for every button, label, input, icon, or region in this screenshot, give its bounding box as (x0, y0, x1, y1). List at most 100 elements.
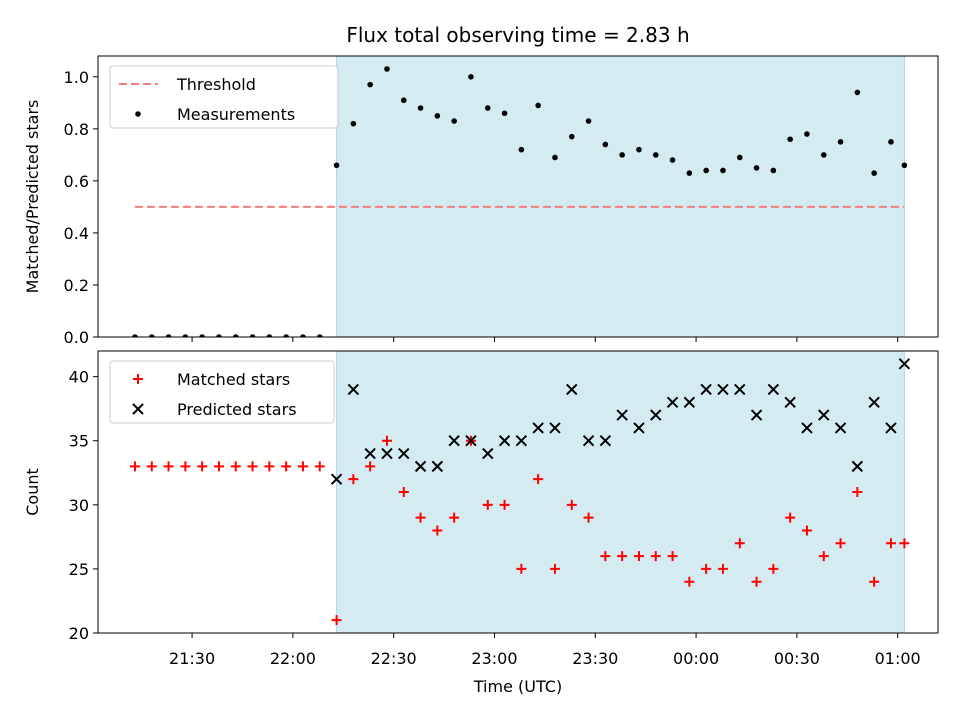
matched-stars-point (331, 615, 342, 626)
x-tick-label: 23:30 (572, 649, 618, 668)
panel-frame (97, 350, 939, 634)
legend-label-measurements: Measurements (177, 105, 295, 124)
panel-data (132, 66, 908, 337)
legend-marker-matched-stars (133, 374, 143, 384)
panel-data (129, 358, 911, 626)
panel-frame (97, 55, 939, 338)
measurements-point (148, 334, 155, 337)
predicted-stars-point (599, 435, 612, 447)
measurements-point (787, 136, 793, 143)
matched-stars-point (617, 551, 628, 562)
matched-stars-point (146, 461, 157, 472)
observing-interval-shade (336, 56, 905, 337)
matched-stars-point (516, 563, 527, 574)
measurements-point (585, 118, 592, 124)
measurements-point (249, 334, 256, 337)
x-axis-title: Time (UTC) (473, 677, 562, 696)
predicted-stars-point (482, 447, 494, 460)
predicted-stars-point (650, 409, 662, 421)
measurements-point (837, 139, 844, 145)
x-tick-label: 00:30 (774, 649, 820, 668)
measurements-point (568, 133, 575, 140)
legend-marker-predicted-stars (132, 403, 144, 415)
measurements-point (535, 102, 541, 109)
matched-stars-point (885, 538, 896, 549)
matched-stars-point (818, 551, 829, 562)
measurements-point (552, 154, 558, 161)
predicted-stars-point (851, 460, 864, 473)
matched-stars-point (163, 461, 174, 472)
matched-stars-point (415, 512, 426, 523)
predicted-stars-point (885, 422, 897, 434)
measurements-point (400, 97, 407, 104)
matched-stars-point (717, 563, 728, 574)
legend-label-matched-stars: Matched stars (177, 370, 290, 389)
matched-stars-point (365, 461, 376, 472)
predicted-stars-point (532, 422, 544, 434)
matched-stars-point (785, 512, 796, 523)
matched-stars-point (348, 474, 359, 485)
measurements-point (871, 170, 877, 176)
predicted-stars-point (801, 422, 813, 434)
measurements-point (854, 89, 861, 96)
predicted-stars-point (898, 358, 911, 370)
measurements-point (820, 152, 827, 158)
measurements-point (736, 154, 743, 161)
predicted-stars-point (666, 396, 679, 408)
matched-stars-point (768, 563, 779, 574)
measurements-point (484, 105, 491, 111)
matched-stars-point (432, 525, 443, 536)
matched-stars-point (684, 576, 695, 587)
matched-stars-point (264, 461, 275, 472)
predicted-stars-point (717, 383, 729, 396)
chart-title: Flux total observing time = 2.83 h (346, 23, 689, 47)
y-tick-label: 25 (69, 560, 89, 579)
matched-stars-point (566, 499, 577, 510)
y-tick-label: 30 (69, 496, 89, 515)
matched-stars-point (297, 461, 308, 472)
measurements-point (316, 334, 323, 337)
measurements-point (182, 334, 189, 337)
measurements-point (451, 118, 457, 124)
y-tick-label: 40 (69, 368, 89, 387)
measurements-point (901, 162, 908, 169)
matched-stars-point (197, 461, 208, 472)
matched-stars-point (852, 487, 863, 497)
predicted-stars-point (767, 383, 780, 396)
measurements-point (619, 152, 625, 158)
y-tick-label: 0.8 (64, 120, 89, 139)
measurements-point (165, 334, 172, 337)
measurements-point (753, 165, 760, 171)
matched-stars-point (533, 474, 544, 485)
predicted-stars-point (465, 435, 477, 447)
measurements-point (266, 334, 273, 337)
x-tick-label: 21:30 (169, 649, 215, 668)
measurements-point (199, 334, 205, 337)
legend-box (109, 360, 335, 424)
y-axis-title: Matched/Predicted stars (23, 100, 42, 294)
measurements-point (720, 167, 726, 174)
matched-stars-point (600, 551, 611, 562)
x-tick-label: 00:00 (673, 649, 719, 668)
legend-box (109, 65, 339, 129)
matched-stars-point (899, 538, 910, 549)
measurements-point (384, 66, 390, 72)
matched-stars-point (281, 461, 292, 472)
predicted-stars-point (498, 435, 511, 447)
matched-stars-point (314, 461, 325, 472)
measurements-point (636, 146, 642, 153)
matched-stars-point (835, 538, 846, 549)
predicted-stars-point (582, 435, 595, 447)
measurements-point (333, 162, 340, 169)
matched-stars-point (230, 461, 241, 472)
measurements-point (434, 113, 441, 119)
legend-label-threshold: Threshold (176, 75, 256, 94)
predicted-stars-point (398, 447, 410, 460)
measurements-point (703, 167, 709, 174)
y-tick-label: 0.4 (64, 224, 89, 243)
matched-stars-point (869, 576, 880, 587)
predicted-stars-point (633, 422, 645, 434)
matched-stars-point (213, 461, 224, 472)
measurements-point (669, 157, 676, 163)
measurements-point (888, 139, 894, 145)
